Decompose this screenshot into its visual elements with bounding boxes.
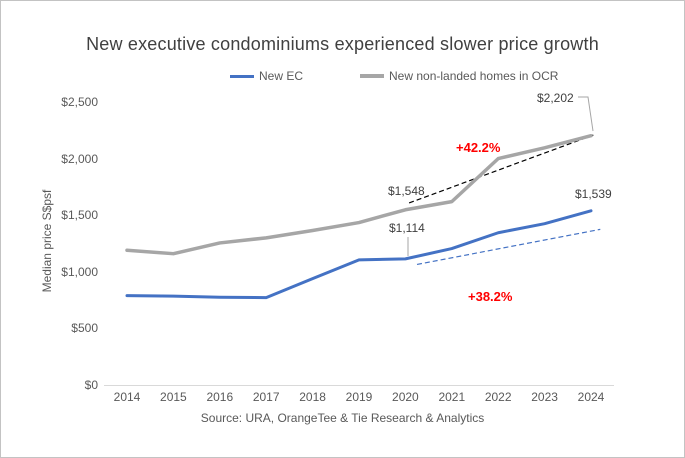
data-label-ocr-2020: $1,548 — [388, 184, 425, 198]
y-axis-tick-label: $500 — [71, 321, 98, 336]
legend-item-ocr: New non-landed homes in OCR — [360, 69, 558, 83]
trend-line-new-ec — [416, 228, 601, 266]
trend-line-ocr — [408, 134, 594, 204]
data-label-ec-2024: $1,539 — [575, 187, 612, 201]
legend-item-new-ec: New EC — [230, 69, 303, 83]
legend: New EC New non-landed homes in OCR — [230, 69, 558, 83]
x-axis-tick-label: 2017 — [252, 390, 280, 404]
x-axis-tick-label: 2022 — [484, 390, 512, 404]
growth-annotation-ec: +38.2% — [468, 289, 513, 304]
data-label-ocr-2024: $2,202 — [537, 91, 574, 105]
series-line-ocr — [125, 133, 593, 256]
y-axis-tick-label: $0 — [84, 378, 98, 392]
series-line-new-ec — [125, 209, 593, 300]
x-axis-tick-label: 2016 — [206, 390, 234, 404]
leader-line-ocr-2024 — [578, 96, 594, 132]
x-axis-tick-label: 2014 — [113, 390, 141, 404]
legend-label-new-ec: New EC — [259, 69, 304, 83]
legend-swatch-new-ec — [230, 74, 254, 78]
x-axis-tick-label: 2023 — [531, 390, 558, 404]
x-axis-tick-label: 2021 — [438, 390, 466, 404]
y-axis-tick-label: $2,500 — [61, 95, 98, 109]
source-note: Source: URA, OrangeTee & Tie Research & … — [200, 411, 485, 425]
y-axis-tick-label: $1,500 — [61, 208, 98, 223]
chart-title: New executive condominiums experienced s… — [86, 34, 599, 54]
legend-swatch-ocr — [360, 74, 385, 78]
y-axis-tick-label: $2,000 — [61, 151, 98, 166]
data-label-ec-2020: $1,114 — [389, 221, 425, 235]
x-axis-tick-label: 2020 — [392, 390, 419, 404]
x-axis-tick-label: 2024 — [577, 390, 605, 404]
x-axis-tick-label: 2018 — [299, 390, 326, 404]
x-axis-tick-label: 2015 — [160, 390, 187, 404]
x-axis-tick-label: 2019 — [345, 390, 373, 404]
y-axis-tick-label: $1,000 — [61, 264, 98, 279]
growth-annotation-ocr: +42.2% — [456, 140, 501, 155]
legend-label-ocr: New non-landed homes in OCR — [389, 69, 559, 83]
